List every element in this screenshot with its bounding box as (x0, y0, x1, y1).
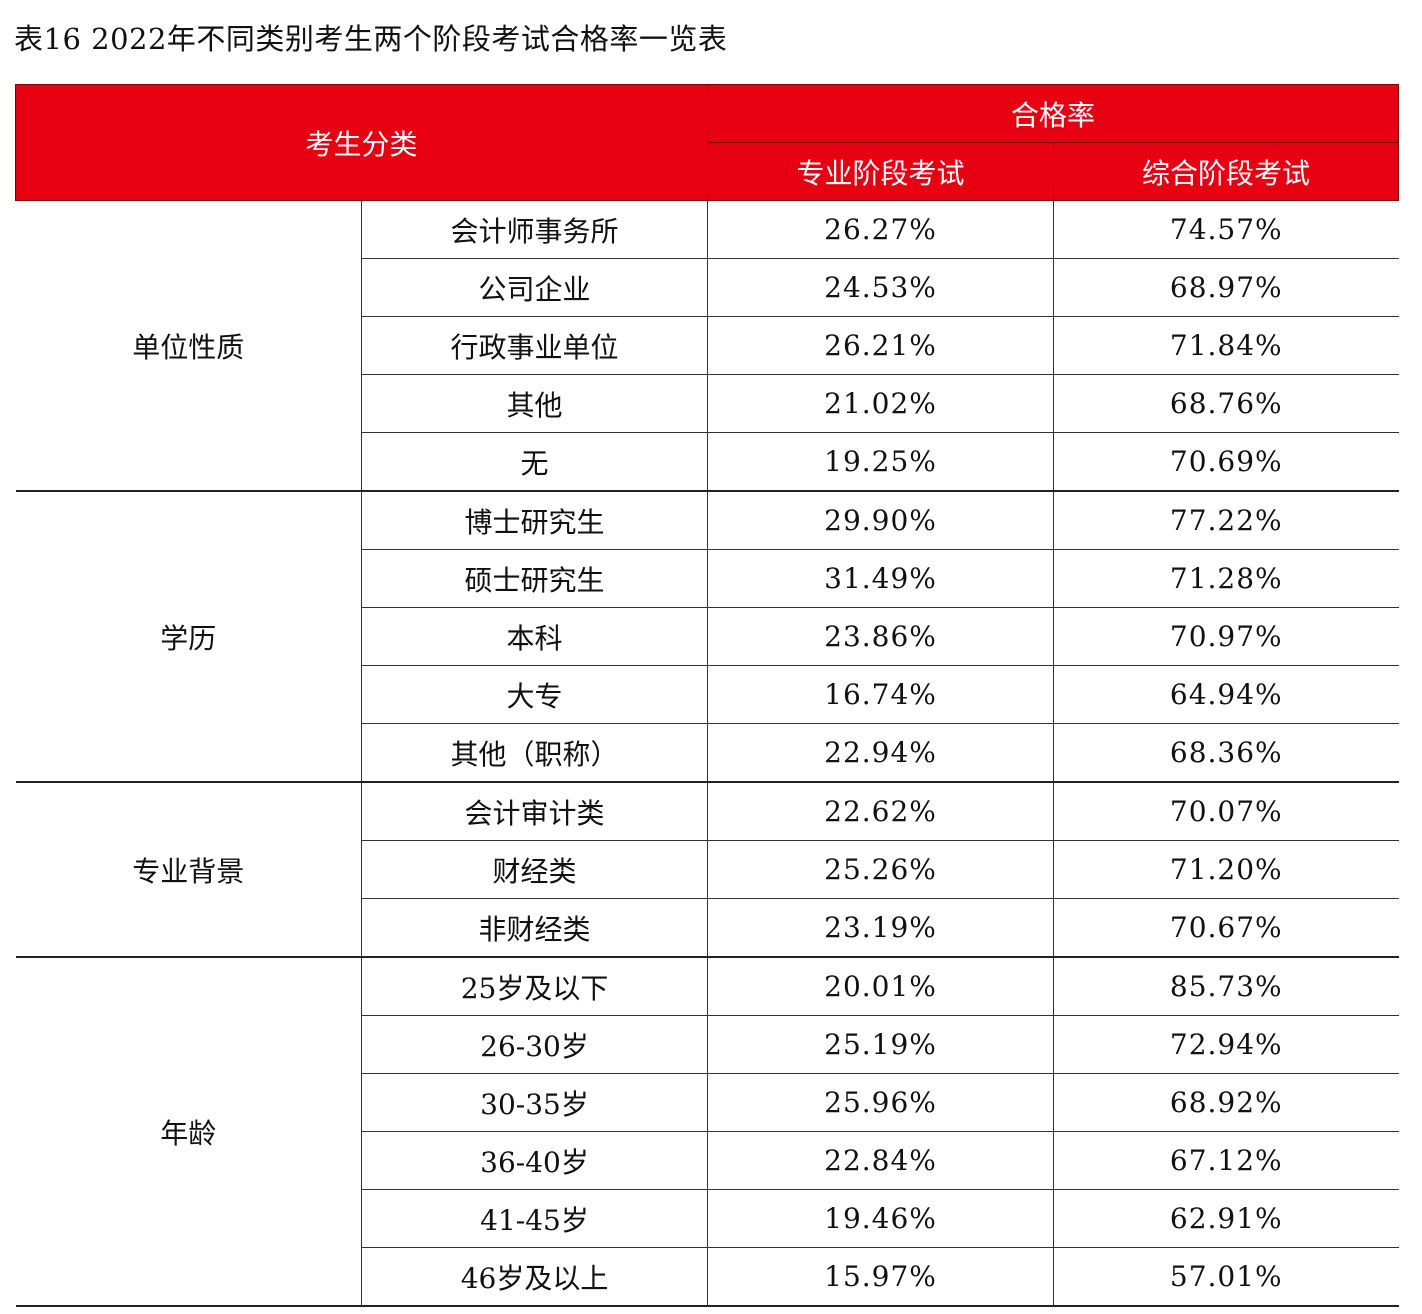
professional-rate: 22.84% (707, 1131, 1054, 1190)
row-label: 36-40岁 (360, 1131, 708, 1190)
professional-rate: 31.49% (707, 549, 1054, 608)
group-label: 学历 (15, 491, 362, 783)
table-row: 30-35岁 25.96% 68.92% (16, 1073, 1399, 1132)
row-label: 行政事业单位 (360, 316, 708, 375)
table-row: 其他 21.02% 68.76% (16, 374, 1399, 433)
table-row: 41-45岁 19.46% 62.91% (16, 1189, 1399, 1248)
row-label: 公司企业 (360, 258, 708, 317)
professional-rate: 21.02% (707, 374, 1054, 433)
row-label: 会计审计类 (360, 782, 708, 841)
table-header: 考生分类 合格率 专业阶段考试 综合阶段考试 (14, 84, 1400, 201)
professional-rate: 25.19% (707, 1015, 1054, 1074)
row-label: 41-45岁 (360, 1189, 708, 1248)
table-row: 财经类 25.26% 71.20% (16, 840, 1399, 899)
table-row: 大专 16.74% 64.94% (16, 665, 1399, 724)
group-label: 单位性质 (15, 200, 362, 492)
comprehensive-rate: 74.57% (1053, 200, 1399, 259)
comprehensive-rate: 70.69% (1053, 432, 1399, 492)
comprehensive-rate: 70.07% (1053, 782, 1399, 841)
table-row: 专业背景 会计审计类 22.62% 70.07% (15, 782, 1399, 958)
comprehensive-rate: 71.20% (1053, 840, 1399, 899)
group-label: 专业背景 (15, 782, 362, 958)
comprehensive-rate: 68.76% (1053, 374, 1399, 433)
page-title: 表16 2022年不同类别考生两个阶段考试合格率一览表 (14, 22, 728, 56)
table-row: 46岁及以上 15.97% 57.01% (16, 1247, 1399, 1307)
comprehensive-rate: 71.84% (1053, 316, 1399, 375)
professional-rate: 26.27% (707, 200, 1054, 259)
table-body: 单位性质 会计师事务所 26.27% 74.57% 公司企业 24.53% 68.97% 行政… (15, 200, 1399, 1307)
header-professional: 专业阶段考试 (707, 142, 1055, 201)
professional-rate: 24.53% (707, 258, 1054, 317)
table-row: 硕士研究生 31.49% 71.28% (16, 549, 1399, 608)
row-label: 大专 (360, 665, 708, 724)
professional-rate: 22.94% (707, 723, 1054, 783)
header-pass-rate: 合格率 (707, 84, 1400, 143)
professional-rate: 16.74% (707, 665, 1054, 724)
table-row: 26-30岁 25.19% 72.94% (16, 1015, 1399, 1074)
pass-rate-table: 考生分类 合格率 专业阶段考试 综合阶段考试 单位性质 会计师事务所 26.27% 7… (14, 84, 1400, 1307)
row-label: 会计师事务所 (360, 200, 708, 259)
comprehensive-rate: 77.22% (1053, 491, 1399, 550)
comprehensive-rate: 68.97% (1053, 258, 1399, 317)
comprehensive-rate: 57.01% (1053, 1247, 1399, 1307)
row-label: 博士研究生 (360, 491, 708, 550)
row-label: 无 (360, 432, 708, 492)
header-comprehensive: 综合阶段考试 (1053, 142, 1400, 201)
table-row: 非财经类 23.19% 70.67% (16, 898, 1399, 958)
table-row: 36-40岁 22.84% 67.12% (16, 1131, 1399, 1190)
table-row: 年龄 25岁及以下 20.01% 85.73% (15, 957, 1399, 1307)
table-row: 单位性质 会计师事务所 26.27% 74.57% (15, 200, 1399, 492)
row-label: 46岁及以上 (360, 1247, 708, 1307)
comprehensive-rate: 68.36% (1053, 723, 1399, 783)
professional-rate: 15.97% (707, 1247, 1054, 1307)
row-label: 硕士研究生 (360, 549, 708, 608)
row-label: 非财经类 (360, 898, 708, 958)
comprehensive-rate: 85.73% (1053, 957, 1399, 1016)
header-category: 考生分类 (14, 84, 709, 201)
row-label: 其他（职称） (360, 723, 708, 783)
comprehensive-rate: 67.12% (1053, 1131, 1399, 1190)
row-label: 其他 (360, 374, 708, 433)
comprehensive-rate: 62.91% (1053, 1189, 1399, 1248)
row-label: 本科 (360, 607, 708, 666)
comprehensive-rate: 68.92% (1053, 1073, 1399, 1132)
row-label: 26-30岁 (360, 1015, 708, 1074)
professional-rate: 19.25% (707, 432, 1054, 492)
table-row: 其他（职称） 22.94% 68.36% (16, 723, 1399, 783)
row-label: 财经类 (360, 840, 708, 899)
professional-rate: 26.21% (707, 316, 1054, 375)
comprehensive-rate: 64.94% (1053, 665, 1399, 724)
professional-rate: 29.90% (707, 491, 1054, 550)
group-label: 年龄 (15, 957, 362, 1307)
professional-rate: 23.86% (707, 607, 1054, 666)
table-row: 本科 23.86% 70.97% (16, 607, 1399, 666)
table-row: 公司企业 24.53% 68.97% (16, 258, 1399, 317)
comprehensive-rate: 72.94% (1053, 1015, 1399, 1074)
table-row: 无 19.25% 70.69% (16, 432, 1399, 492)
row-label: 25岁及以下 (360, 957, 708, 1016)
professional-rate: 23.19% (707, 898, 1054, 958)
table-row: 行政事业单位 26.21% 71.84% (16, 316, 1399, 375)
table-row: 学历 博士研究生 29.90% 77.22% (15, 491, 1399, 783)
professional-rate: 22.62% (707, 782, 1054, 841)
comprehensive-rate: 70.97% (1053, 607, 1399, 666)
professional-rate: 20.01% (707, 957, 1054, 1016)
comprehensive-rate: 71.28% (1053, 549, 1399, 608)
professional-rate: 19.46% (707, 1189, 1054, 1248)
comprehensive-rate: 70.67% (1053, 898, 1399, 958)
row-label: 30-35岁 (360, 1073, 708, 1132)
professional-rate: 25.26% (707, 840, 1054, 899)
professional-rate: 25.96% (707, 1073, 1054, 1132)
